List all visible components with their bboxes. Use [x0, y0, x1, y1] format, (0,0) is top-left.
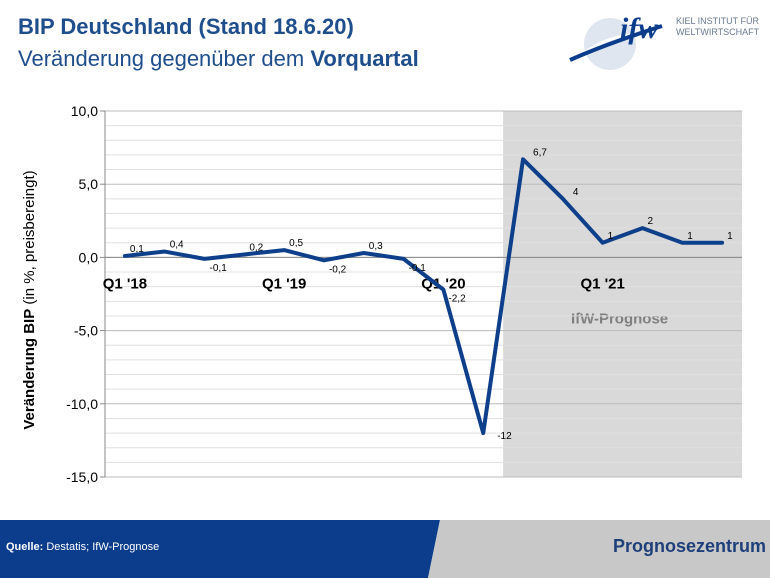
data-label: 6,7: [533, 147, 547, 158]
y-tick-label: -15,0: [66, 469, 98, 485]
data-label: 0,1: [130, 244, 144, 255]
y-axis-label: Veränderung BIP (in %, preisbereingt): [21, 170, 38, 429]
data-label: -0,2: [329, 264, 347, 275]
data-label: -2,2: [448, 294, 466, 305]
chart: IfW-Prognose 10,0 5,0 0,0 -5,0 -10,0 -15,0 Q1…: [21, 103, 742, 485]
footer-left-band: [0, 520, 440, 578]
logo-line2: WELTWIRTSCHAFT: [676, 27, 760, 37]
footer-right-band: [428, 520, 770, 578]
data-label: 1: [687, 231, 693, 242]
data-label: 1: [727, 231, 733, 242]
data-labels: 0,1 0,4 -0,1 0,2 0,5 -0,2 0,3 -0,1 -2,2 -12 6,7 4 1 2…: [130, 147, 733, 442]
data-label: 0,5: [289, 238, 303, 249]
x-tick-label: Q1 '19: [262, 275, 306, 292]
chart-title: BIP Deutschland (Stand 18.6.20): [18, 14, 354, 39]
prognose-region-label: IfW-Prognose: [571, 310, 668, 327]
y-axis-label-bold: Veränderung BIP: [21, 309, 38, 430]
x-tick-label: Q1 '21: [580, 275, 624, 292]
source-text: Destatis; IfW-Prognose: [43, 541, 160, 553]
chart-subtitle: Veränderung gegenüber dem Vorquartal: [18, 46, 419, 72]
logo-wordmark: ifw: [620, 12, 659, 45]
data-label: -12: [497, 431, 512, 442]
y-tick-label: -10,0: [66, 396, 98, 412]
subtitle-prefix: Veränderung gegenüber dem: [18, 46, 311, 71]
y-tick-label: 5,0: [79, 176, 99, 192]
data-label: -0,1: [409, 263, 427, 274]
gridlines: [105, 110, 742, 478]
ifw-logo: ifw KIEL INSTITUT FÜR WELTWIRTSCHAFT: [569, 12, 760, 70]
data-label: 0,4: [170, 240, 184, 251]
data-label: 0,3: [369, 241, 383, 252]
data-label: -0,1: [210, 263, 228, 274]
data-label: 1: [608, 231, 614, 242]
data-label: 4: [573, 187, 579, 198]
y-axis-label-rest: (in %, preisbereingt): [21, 170, 38, 308]
logo-line1: KIEL INSTITUT FÜR: [676, 16, 760, 26]
data-label: 0,2: [249, 242, 263, 253]
subtitle-bold: Vorquartal: [310, 46, 419, 71]
y-tick-label: -5,0: [74, 323, 98, 339]
y-axis: 10,0 5,0 0,0 -5,0 -10,0 -15,0: [66, 103, 106, 485]
y-tick-label: 0,0: [79, 249, 99, 265]
footer-band: [0, 520, 770, 578]
source-note: Quelle: Destatis; IfW-Prognose: [6, 541, 159, 553]
prognose-shaded-region: [503, 111, 742, 477]
source-bold: Quelle:: [6, 541, 44, 553]
data-label: 2: [647, 216, 653, 227]
prognosezentrum-label: Prognosezentrum: [612, 536, 766, 556]
y-tick-label: 10,0: [71, 103, 98, 119]
gdp-series-line: [122, 157, 725, 436]
x-tick-label: Q1 '18: [103, 275, 147, 292]
